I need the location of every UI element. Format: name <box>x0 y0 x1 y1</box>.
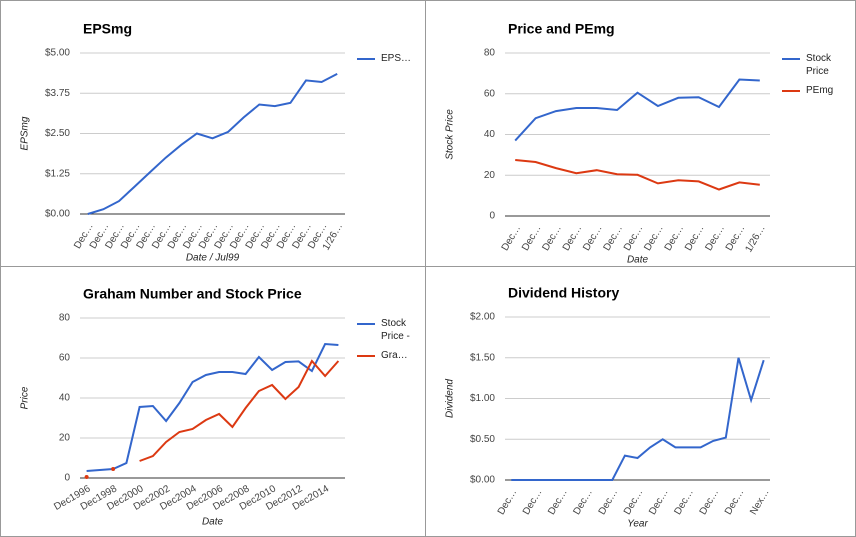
y-tick-label: $1.00 <box>470 393 495 404</box>
data-point <box>111 467 116 471</box>
x-tick-label: Dec… <box>647 487 670 517</box>
x-tick-label: Dec… <box>723 487 746 517</box>
y-tick-label: 0 <box>64 473 70 484</box>
y-tick-label: $0.00 <box>470 475 495 486</box>
y-tick-label: $0.50 <box>470 434 495 445</box>
y-tick-label: $2.00 <box>470 312 495 323</box>
x-tick-label: Dec… <box>561 223 584 253</box>
legend-label: Stock Price <box>806 53 832 77</box>
x-tick-label: Dec… <box>642 223 665 253</box>
y-tick-label: 0 <box>489 211 495 222</box>
y-axis-title: Dividend <box>445 379 456 418</box>
x-tick-label: Dec… <box>622 487 645 517</box>
legend-label: Stock Price - <box>381 318 410 342</box>
y-tick-label: 40 <box>484 129 496 140</box>
series-line <box>514 78 760 142</box>
series-line <box>515 159 760 191</box>
x-tick-label: 1/26… <box>743 223 767 254</box>
x-tick-label: Nex… <box>748 487 771 517</box>
x-tick-label: Dec… <box>672 487 695 517</box>
x-tick-label: Dec… <box>703 223 726 253</box>
y-axis-title: Price <box>20 386 31 409</box>
y-tick-label: 40 <box>59 393 71 404</box>
series-line <box>511 357 765 481</box>
series-line <box>87 73 338 215</box>
x-tick-label: Dec… <box>622 223 645 253</box>
x-tick-label: Dec… <box>581 223 604 253</box>
y-tick-label: $2.50 <box>45 128 70 139</box>
x-tick-label: Dec… <box>496 487 519 517</box>
x-tick-label: Dec… <box>663 223 686 253</box>
x-tick-label: Dec… <box>597 487 620 517</box>
y-tick-label: $3.75 <box>45 88 70 99</box>
y-tick-label: 60 <box>484 88 496 99</box>
x-tick-label: Dec… <box>520 223 543 253</box>
x-tick-label: Dec… <box>521 487 544 517</box>
series-line <box>139 359 340 462</box>
x-axis-title: Year <box>627 519 648 530</box>
y-tick-label: $1.25 <box>45 168 70 179</box>
x-axis-title: Date / Jul99 <box>186 253 240 264</box>
y-tick-label: 80 <box>59 313 71 324</box>
y-tick-label: $1.50 <box>470 352 495 363</box>
chart-title: EPSmg <box>83 21 132 37</box>
x-tick-label: Dec… <box>546 487 569 517</box>
x-tick-label: Dec… <box>571 487 594 517</box>
chart-title: Price and PEmg <box>508 21 615 37</box>
legend-label: Gra… <box>381 350 408 361</box>
y-tick-label: $0.00 <box>45 209 70 220</box>
y-tick-label: 20 <box>59 433 71 444</box>
y-axis-title: Stock Price <box>445 109 456 160</box>
legend-label: PEmg <box>806 85 834 96</box>
y-axis-title: EPSmg <box>20 116 31 150</box>
series-line <box>86 342 339 472</box>
legend-label: EPS… <box>381 53 412 64</box>
x-tick-label: Dec… <box>698 487 721 517</box>
data-point <box>84 475 89 479</box>
y-tick-label: 80 <box>484 48 496 59</box>
y-tick-label: $5.00 <box>45 48 70 59</box>
chart-title: Graham Number and Stock Price <box>83 286 302 302</box>
x-tick-label: Dec… <box>602 223 625 253</box>
y-tick-label: 20 <box>484 170 496 181</box>
y-tick-label: 60 <box>59 353 71 364</box>
x-tick-label: Dec… <box>500 223 523 253</box>
x-tick-label: Dec… <box>540 223 563 253</box>
x-axis-title: Date <box>202 517 224 528</box>
x-tick-label: Dec… <box>683 223 706 253</box>
x-axis-title: Date <box>627 255 649 266</box>
chart-title: Dividend History <box>508 285 619 301</box>
